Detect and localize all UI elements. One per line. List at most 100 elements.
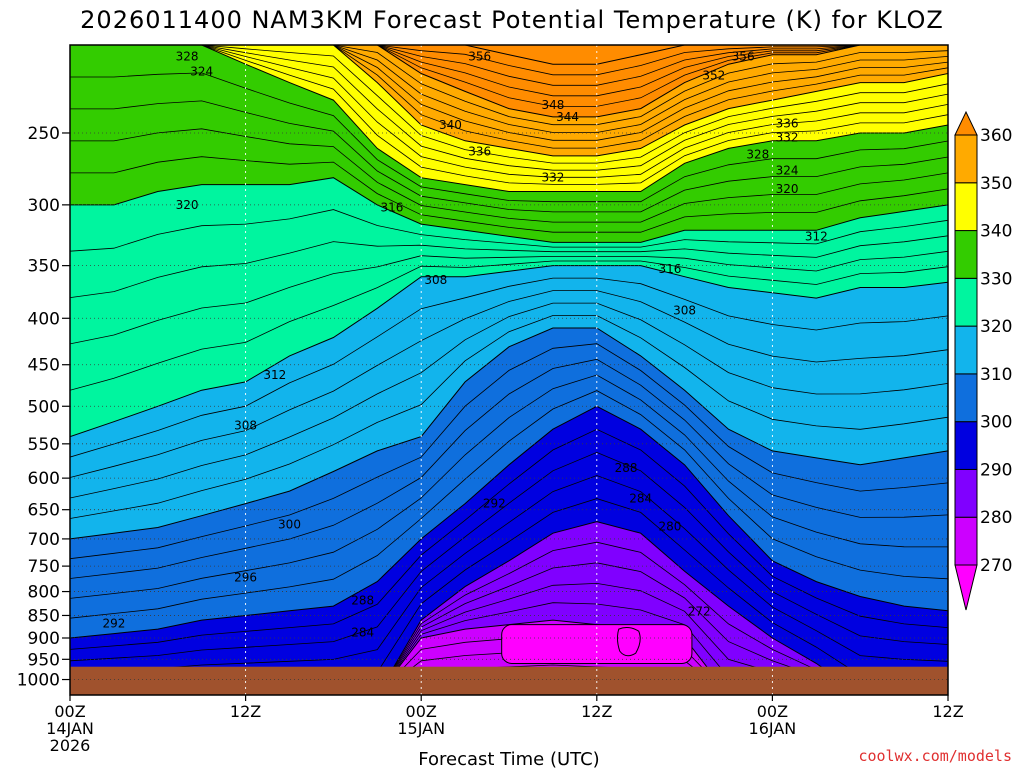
- isotherm-line-minor: [70, 128, 948, 223]
- plot-frame: [69, 44, 949, 696]
- colorbar-label: 270: [980, 556, 1012, 576]
- contour-label: 296: [234, 571, 257, 585]
- contour-label: 308: [424, 273, 447, 287]
- isotherm-line-310: [70, 265, 948, 438]
- isotherm-line-minor: [70, 209, 948, 252]
- cold-pool-core: [616, 627, 641, 657]
- y-tick-label: 750: [28, 557, 60, 577]
- colorbar-band: [954, 421, 978, 470]
- isotherm-line-minor: [70, 72, 948, 203]
- contour-label: 280: [659, 519, 682, 533]
- colorbar-label: 330: [980, 269, 1012, 289]
- contour-label: 344: [556, 110, 579, 124]
- isotherm-line-minor: [70, 45, 948, 185]
- isotherm-line-minor: [70, 156, 948, 233]
- isotherm-line-340: [70, 45, 948, 157]
- isotherm-line-280: [70, 521, 948, 695]
- colorbar-label: 340: [980, 222, 1012, 242]
- x-tick-label: 00Z: [406, 702, 437, 721]
- contour-label: 356: [732, 50, 755, 64]
- y-tick-label: 1000: [17, 671, 60, 691]
- contour-label: 336: [468, 144, 491, 158]
- y-tick-label: 250: [28, 124, 60, 144]
- contour-label: 292: [483, 497, 506, 511]
- contour-label: 328: [746, 147, 769, 161]
- isotherm-line-300: [70, 327, 948, 540]
- filled-contours: [70, 45, 948, 695]
- colorbar-band: [954, 134, 978, 184]
- y-tick-label: 300: [28, 196, 60, 216]
- isotherm-line-minor: [70, 100, 948, 213]
- isotherm-line-minor: [70, 277, 948, 458]
- colorbar-band: [954, 516, 978, 566]
- isotherm-line-minor: [70, 45, 948, 171]
- isotherm-line-minor: [70, 45, 948, 133]
- plot-area: [70, 45, 948, 695]
- colorbar-label: 320: [980, 317, 1012, 337]
- x-tick-label: 12Z: [932, 702, 963, 721]
- contour-label: 340: [439, 118, 462, 132]
- colorbar-band: [954, 182, 978, 232]
- colorbar-max-arrow: [954, 110, 978, 136]
- isotherm-line-minor: [70, 390, 948, 619]
- y-tick-label: 950: [28, 650, 60, 670]
- y-tick-label: 650: [28, 501, 60, 521]
- x-tick-label: 2026: [50, 736, 91, 755]
- isotherm-line-minor: [70, 45, 948, 126]
- colorbar-band: [954, 325, 978, 375]
- y-tick-label: 600: [28, 469, 60, 489]
- colorbar-label: 310: [980, 365, 1012, 385]
- contour-label: 320: [176, 198, 199, 212]
- contour-label: 284: [351, 625, 374, 639]
- contour-label: 332: [776, 131, 799, 145]
- isotherm-line-minor: [70, 45, 948, 141]
- contour-label: 328: [176, 50, 199, 64]
- isotherm-line-minor: [70, 250, 948, 345]
- isotherm-line-minor: [70, 475, 948, 673]
- y-tick-label: 800: [28, 583, 60, 603]
- x-tick-label: 15JAN: [397, 719, 445, 738]
- isotherm-line-minor: [70, 358, 948, 579]
- isotherm-line-minor: [70, 315, 948, 519]
- isotherm-line-minor: [70, 343, 948, 560]
- contour-label: 324: [190, 65, 213, 79]
- colorbar-label: 280: [980, 508, 1012, 528]
- isotherm-line-330: [70, 45, 948, 192]
- y-tick-label: 850: [28, 606, 60, 626]
- isotherm-line-minor: [70, 290, 948, 478]
- x-tick-label: 16JAN: [749, 719, 797, 738]
- colorbar-band: [954, 277, 978, 327]
- x-tick-label: 14JAN: [46, 719, 94, 738]
- contour-label: 292: [102, 617, 125, 631]
- contour-label: 308: [234, 418, 257, 432]
- isotherm-line-minor: [70, 45, 948, 76]
- contour-label: 288: [615, 461, 638, 475]
- y-tick-label: 350: [28, 257, 60, 277]
- x-axis-label: Forecast Time (UTC): [418, 749, 599, 768]
- colorbar-label: 360: [980, 126, 1012, 146]
- contour-label: 324: [776, 164, 799, 178]
- isotherm-line-minor: [70, 235, 948, 298]
- colorbar-min-arrow: [954, 564, 978, 611]
- isotherm-line-minor: [70, 260, 948, 391]
- colorbar-band: [954, 230, 978, 279]
- band-above-350: [70, 45, 948, 117]
- isotherm-line-minor: [70, 45, 948, 149]
- contour-label: 308: [673, 303, 696, 317]
- colorbar: 270 280 290 300 310 320 330 340 350 360: [954, 110, 1012, 611]
- contour-label: 312: [805, 229, 828, 243]
- colorbar-label: 290: [980, 460, 1012, 480]
- colorbar-label: 350: [980, 174, 1012, 194]
- x-tick-label: 12Z: [230, 702, 261, 721]
- isotherm-line-minor: [70, 45, 948, 164]
- credit-text: coolwx.com/models: [858, 747, 1012, 765]
- y-tick-label: 900: [28, 629, 60, 649]
- contour-label: 320: [776, 182, 799, 196]
- isotherm-line-290: [70, 405, 948, 639]
- isotherm-line-minor: [70, 451, 948, 662]
- isotherm-line-minor: [70, 541, 948, 695]
- contour-label: 316: [659, 262, 682, 276]
- y-tick-label: 400: [28, 309, 60, 329]
